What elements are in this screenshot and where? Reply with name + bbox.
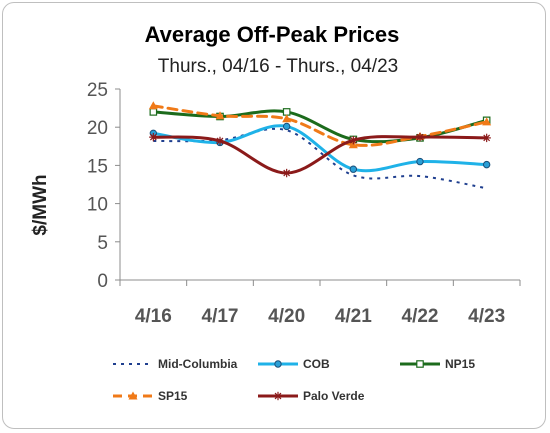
legend-item: Mid-Columbia bbox=[113, 357, 238, 371]
marker-stroke bbox=[283, 169, 291, 177]
series-line bbox=[153, 127, 487, 190]
legend-item: Palo Verde bbox=[258, 389, 365, 403]
data-point bbox=[215, 111, 225, 120]
legend-label: COB bbox=[303, 357, 330, 371]
chart-title: Average Off-Peak Prices bbox=[145, 22, 400, 47]
legend-label: NP15 bbox=[445, 357, 475, 371]
data-point bbox=[149, 108, 158, 116]
marker-stroke bbox=[483, 134, 491, 142]
legend-marker bbox=[128, 391, 138, 400]
legend-label: Palo Verde bbox=[303, 389, 365, 403]
legend-label: Mid-Columbia bbox=[158, 357, 238, 371]
series-palo-verde bbox=[149, 132, 491, 178]
data-point bbox=[482, 160, 491, 169]
y-tick-label: 25 bbox=[87, 80, 108, 101]
data-point bbox=[149, 132, 158, 142]
x-tick-label: 4/23 bbox=[468, 306, 505, 327]
series-line bbox=[151, 104, 489, 147]
series-line bbox=[151, 124, 489, 173]
x-tick-label: 4/16 bbox=[135, 306, 172, 327]
legend-marker bbox=[416, 360, 424, 368]
legend-item: SP15 bbox=[113, 389, 188, 403]
data-point bbox=[215, 136, 225, 146]
series-group bbox=[148, 101, 492, 190]
marker-stroke bbox=[349, 136, 357, 144]
data-point bbox=[482, 133, 491, 143]
series-line bbox=[151, 135, 489, 175]
data-point bbox=[349, 165, 358, 173]
marker-stroke bbox=[416, 133, 424, 141]
x-tick-label: 4/22 bbox=[402, 306, 439, 327]
y-tick-label: 15 bbox=[87, 156, 108, 177]
y-axis: 0 5 10 15 20 25 bbox=[87, 80, 121, 292]
x-tick-label: 4/21 bbox=[335, 306, 372, 327]
y-tick-label: 20 bbox=[87, 118, 108, 139]
series-cob bbox=[149, 122, 491, 173]
marker-stroke bbox=[216, 137, 224, 145]
data-point bbox=[416, 157, 424, 166]
data-point bbox=[349, 135, 358, 145]
legend-label: SP15 bbox=[158, 389, 188, 403]
series-mid-columbia bbox=[153, 127, 487, 190]
chart-subtitle: Thurs., 04/16 - Thurs., 04/23 bbox=[158, 56, 398, 77]
data-point bbox=[282, 122, 291, 131]
x-axis: 4/16 4/17 4/20 4/21 4/22 4/23 bbox=[119, 279, 521, 327]
legend-item: NP15 bbox=[400, 357, 475, 371]
data-point bbox=[482, 117, 492, 126]
x-tick-label: 4/17 bbox=[202, 306, 239, 327]
y-axis-label: $/MWh bbox=[30, 174, 51, 235]
legend-marker bbox=[274, 360, 282, 368]
data-point bbox=[282, 114, 292, 123]
data-point bbox=[148, 101, 158, 110]
chart-frame bbox=[2, 2, 546, 429]
x-tick-label: 4/20 bbox=[268, 306, 305, 327]
data-point bbox=[415, 132, 425, 142]
legend-item: COB bbox=[258, 357, 330, 371]
data-point bbox=[282, 108, 291, 116]
y-tick-label: 5 bbox=[97, 233, 108, 254]
marker-stroke bbox=[274, 392, 282, 400]
legend-marker bbox=[273, 391, 283, 401]
legend: Mid-Columbia COB NP15 SP15 Palo Verde bbox=[113, 357, 475, 403]
y-tick-label: 10 bbox=[87, 195, 108, 216]
marker-stroke bbox=[149, 133, 157, 141]
data-point bbox=[282, 168, 291, 178]
y-tick-label: 0 bbox=[97, 271, 108, 292]
